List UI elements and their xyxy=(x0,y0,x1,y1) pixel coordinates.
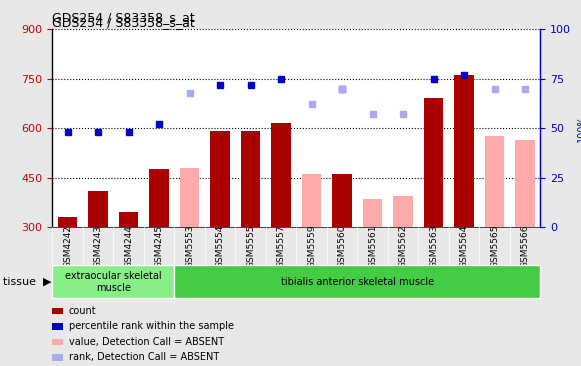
Bar xyxy=(271,123,291,227)
Text: tissue  ▶: tissue ▶ xyxy=(3,277,51,287)
FancyBboxPatch shape xyxy=(52,265,174,298)
Text: value, Detection Call = ABSENT: value, Detection Call = ABSENT xyxy=(69,337,224,347)
Y-axis label: 100%: 100% xyxy=(576,114,581,142)
Text: GSM5564: GSM5564 xyxy=(460,224,468,268)
Bar xyxy=(424,98,443,227)
Text: rank, Detection Call = ABSENT: rank, Detection Call = ABSENT xyxy=(69,352,219,362)
Bar xyxy=(454,75,474,227)
Text: GSM4244: GSM4244 xyxy=(124,225,133,268)
Text: GSM5555: GSM5555 xyxy=(246,224,255,268)
Bar xyxy=(363,199,382,227)
Text: GSM4245: GSM4245 xyxy=(155,225,163,268)
Text: GSM5560: GSM5560 xyxy=(338,224,346,268)
Bar xyxy=(485,136,504,227)
Bar xyxy=(180,168,199,227)
Text: GDS254 / S83358_s_at: GDS254 / S83358_s_at xyxy=(52,16,195,29)
Text: GSM5561: GSM5561 xyxy=(368,224,377,268)
Text: GSM5554: GSM5554 xyxy=(216,224,224,268)
Text: extraocular skeletal
muscle: extraocular skeletal muscle xyxy=(65,271,162,293)
Text: GSM5566: GSM5566 xyxy=(521,224,529,268)
Text: GSM4243: GSM4243 xyxy=(94,225,102,268)
Bar xyxy=(149,169,169,227)
Bar xyxy=(332,174,352,227)
Text: GSM5559: GSM5559 xyxy=(307,224,316,268)
Bar xyxy=(302,174,321,227)
Text: GSM5553: GSM5553 xyxy=(185,224,194,268)
Bar xyxy=(515,139,535,227)
Bar xyxy=(210,131,230,227)
Text: count: count xyxy=(69,306,96,316)
Text: GSM5557: GSM5557 xyxy=(277,224,285,268)
Text: GSM5565: GSM5565 xyxy=(490,224,499,268)
Bar xyxy=(241,131,260,227)
Text: GSM5563: GSM5563 xyxy=(429,224,438,268)
Bar xyxy=(393,195,413,227)
Text: GSM5562: GSM5562 xyxy=(399,224,407,268)
Text: percentile rank within the sample: percentile rank within the sample xyxy=(69,321,234,332)
Text: tibialis anterior skeletal muscle: tibialis anterior skeletal muscle xyxy=(281,277,434,287)
Bar xyxy=(58,217,77,227)
Text: GSM4242: GSM4242 xyxy=(63,225,72,268)
Text: GDS254 / S83358_s_at: GDS254 / S83358_s_at xyxy=(52,11,195,24)
Bar xyxy=(88,191,108,227)
Bar xyxy=(119,212,138,227)
FancyBboxPatch shape xyxy=(174,265,540,298)
